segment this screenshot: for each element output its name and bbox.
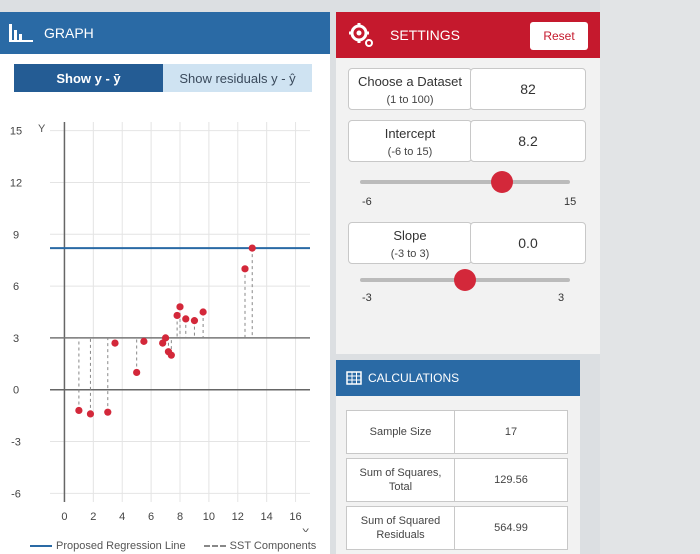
slope-min: -3 — [362, 292, 372, 304]
data-point — [199, 308, 207, 316]
intercept-slider[interactable] — [360, 171, 570, 193]
calc-row-sst: Sum of Squares, Total 129.56 — [346, 458, 568, 502]
settings-header: SETTINGS Reset — [336, 12, 600, 58]
y-tick-label: 3 — [13, 333, 19, 345]
intercept-range: (-6 to 15) — [387, 146, 433, 158]
intercept-min: -6 — [362, 196, 372, 208]
settings-panel: SETTINGS Reset Choose a Dataset (1 to 10… — [336, 12, 600, 354]
data-point — [111, 339, 119, 347]
slope-max: 3 — [558, 292, 565, 304]
legend-sst-swatch — [203, 545, 226, 547]
calc-label: Sample Size — [347, 411, 455, 453]
legend-regression-label: Proposed Regression Line — [56, 540, 186, 552]
calc-row-ssr: Sum of Squared Residuals 564.99 — [346, 506, 568, 550]
slope-slider-knob[interactable] — [454, 269, 476, 291]
data-point — [161, 334, 170, 342]
calculations-header: CALCULATIONS — [336, 360, 580, 396]
dataset-label: Choose a Dataset (1 to 100) — [348, 68, 472, 110]
calc-value: 564.99 — [494, 522, 528, 534]
y-tick-label: 9 — [13, 229, 19, 241]
y-tick-label: 15 — [10, 126, 22, 138]
y-tick-label: 0 — [13, 385, 19, 397]
data-point — [86, 410, 95, 418]
y-axis-label: Y — [38, 123, 46, 135]
intercept-input[interactable]: 8.2 — [470, 120, 586, 162]
calc-value: 17 — [504, 426, 518, 438]
intercept-slider-knob[interactable] — [490, 171, 513, 193]
legend: Proposed Regression Line SST Components — [30, 540, 316, 552]
data-point — [173, 311, 181, 320]
calculations-title: CALCULATIONS — [368, 371, 460, 385]
x-tick-label: 12 — [232, 511, 244, 523]
data-point — [176, 303, 184, 311]
y-tick-label: -3 — [11, 437, 21, 449]
dataset-range: (1 to 100) — [386, 94, 434, 106]
intercept-max: 15 — [564, 196, 577, 208]
x-tick-label: 4 — [119, 511, 125, 523]
y-tick-label: 6 — [13, 281, 19, 293]
graph-tabs: Show y - ȳ Show residuals y - ŷ — [14, 64, 312, 92]
reset-button[interactable]: Reset — [530, 22, 588, 50]
slope-range: (-3 to 3) — [390, 248, 430, 260]
gear-icon — [349, 23, 373, 47]
slope-input[interactable]: 0.0 — [470, 222, 586, 264]
y-tick-label: 12 — [10, 177, 22, 189]
legend-sst-label: SST Components — [229, 540, 317, 552]
slope-slider[interactable] — [360, 269, 570, 291]
x-tick-label: 2 — [90, 511, 96, 523]
data-point — [140, 337, 148, 345]
data-point — [241, 265, 249, 273]
table-icon — [346, 371, 362, 385]
legend-regression: Proposed Regression Line — [30, 540, 186, 552]
data-point — [104, 408, 112, 416]
dataset-input[interactable]: 82 — [470, 68, 586, 110]
bar-chart-icon — [9, 24, 33, 42]
legend-sst: SST Components — [203, 540, 317, 552]
tab-show-residuals[interactable]: Show residuals y - ŷ — [163, 64, 312, 92]
calc-label: Sum of Squared Residuals — [347, 507, 455, 549]
intercept-label: Intercept (-6 to 15) — [348, 120, 472, 162]
x-tick-label: 10 — [203, 511, 215, 523]
graph-header: GRAPH — [0, 12, 330, 54]
settings-title: SETTINGS — [390, 27, 461, 43]
background-area — [600, 0, 700, 554]
calc-row-sample-size: Sample Size 17 — [346, 410, 568, 454]
calc-label: Sum of Squares, Total — [347, 459, 455, 501]
data-point — [75, 406, 83, 415]
x-tick-label: 0 — [61, 511, 67, 523]
y-tick-label: -6 — [11, 488, 21, 500]
graph-title: GRAPH — [44, 25, 94, 41]
x-tick-label: 6 — [148, 511, 154, 523]
data-point — [190, 317, 199, 325]
data-point — [167, 351, 175, 359]
slope-label-text: Slope — [393, 228, 427, 243]
data-point — [182, 315, 190, 323]
x-tick-label: 14 — [261, 511, 273, 523]
legend-regression-swatch — [30, 545, 52, 547]
x-tick-label: 8 — [177, 511, 183, 523]
x-tick-label: 16 — [289, 511, 301, 523]
tab-show-y-minus-ybar[interactable]: Show y - ȳ — [14, 64, 163, 92]
slope-label: Slope (-3 to 3) — [348, 222, 472, 264]
dataset-label-text: Choose a Dataset — [357, 74, 463, 89]
calculations-panel: CALCULATIONS Sample Size 17 Sum of Squar… — [336, 360, 580, 554]
data-point — [248, 244, 256, 252]
data-point — [133, 368, 141, 377]
calc-value: 129.56 — [494, 474, 528, 486]
x-axis-label: X — [302, 527, 310, 532]
intercept-label-text: Intercept — [384, 126, 436, 141]
scatter-plot: 0 2 4 6 8 10 12 14 16 -6 -3 0 3 6 9 12 15 X Y — [10, 122, 310, 532]
graph-panel: GRAPH Show y - ȳ Show residuals y - ŷ 0 2… — [0, 12, 330, 554]
